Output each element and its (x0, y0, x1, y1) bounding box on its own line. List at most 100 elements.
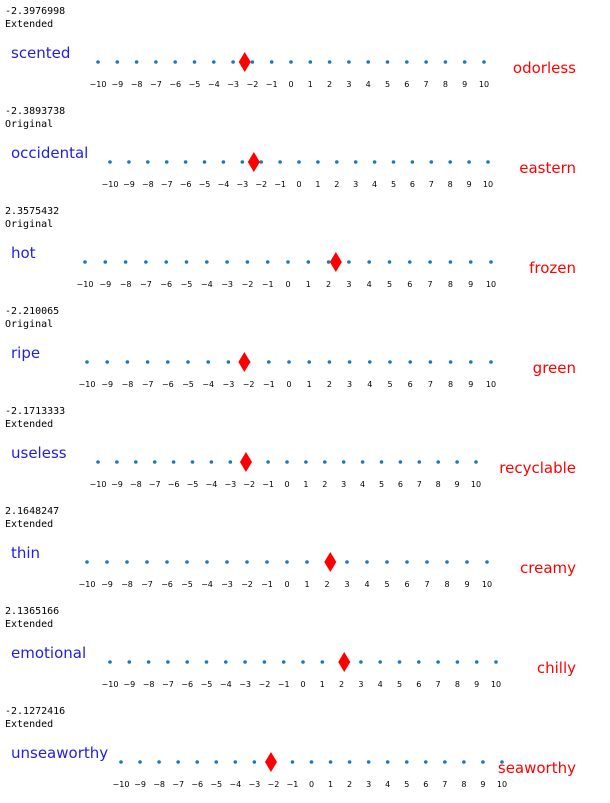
axis-dot (428, 360, 433, 364)
tick-label: 4 (367, 280, 372, 289)
axis-dot (326, 260, 331, 264)
tick-label: −7 (150, 80, 162, 89)
axis-dot (327, 360, 332, 364)
tick-label: 3 (341, 480, 346, 489)
tick-label: 2 (327, 380, 332, 389)
tick-label: 0 (296, 180, 301, 189)
tick-label: 2 (327, 80, 332, 89)
axis-dot (166, 360, 170, 364)
axis-dot (309, 760, 314, 764)
tick-label: 6 (423, 780, 428, 789)
left-word: thin (11, 544, 40, 562)
right-word: green (533, 359, 576, 377)
tick-label: −9 (134, 780, 146, 789)
tick-label: −1 (287, 780, 299, 789)
tick-label: 2 (322, 480, 327, 489)
tick-label: −8 (153, 780, 165, 789)
tick-label: 7 (428, 380, 433, 389)
tick-label: 4 (378, 680, 383, 689)
axis-dot (429, 160, 434, 164)
left-word: emotional (11, 644, 86, 662)
axis-dot (448, 160, 453, 164)
axis-dot (359, 660, 363, 664)
score-value: -2.3893738 (5, 106, 65, 117)
axis-dot (105, 360, 109, 364)
tick-label: −10 (79, 580, 96, 589)
tick-label: −3 (224, 480, 236, 489)
tick-label: 7 (428, 280, 433, 289)
value-marker (324, 552, 337, 572)
axis-dot (154, 60, 158, 64)
tick-label: 0 (309, 780, 314, 789)
tick-label: 5 (391, 180, 396, 189)
axis-dot (146, 660, 151, 664)
axis-dot (287, 360, 291, 364)
axis-dot (265, 560, 269, 564)
axis-dot (474, 460, 478, 464)
value-marker (238, 352, 251, 372)
axis-dot (221, 160, 226, 164)
axis-dot (144, 260, 148, 264)
axis-dot (308, 60, 313, 64)
tick-label: 2 (334, 180, 339, 189)
tick-label: −10 (90, 80, 107, 89)
tick-label: 6 (398, 480, 403, 489)
tick-label: 4 (385, 780, 390, 789)
axis-dot (378, 660, 383, 664)
tick-label: 10 (479, 80, 489, 89)
tick-label: 9 (468, 280, 473, 289)
right-word: chilly (537, 659, 576, 677)
axis-dot (474, 660, 479, 664)
score-value: -2.3976998 (5, 6, 65, 17)
tick-label: 8 (461, 780, 466, 789)
tick-label: 10 (482, 580, 492, 589)
axis-dot (184, 260, 189, 264)
axis-dot (225, 560, 229, 564)
axis-dot (328, 760, 333, 764)
tick-label: 6 (410, 180, 415, 189)
scale-row: -2.1272416 Extended unseaworthy seaworthy −1… (5, 706, 576, 789)
tick-label: −10 (102, 680, 119, 689)
right-word: odorless (513, 59, 576, 77)
axis-dot (146, 160, 150, 164)
tick-label: −6 (162, 380, 174, 389)
axis-dot (145, 360, 150, 364)
axis-dot (266, 460, 270, 464)
tick-label: −4 (218, 180, 230, 189)
axis-dot (443, 60, 448, 64)
tick-label: −6 (169, 80, 181, 89)
axis-dot (185, 660, 189, 664)
axis-dot (462, 760, 466, 764)
axis-dot (269, 60, 274, 64)
tick-label: −6 (181, 680, 193, 689)
tick-label: −10 (90, 480, 107, 489)
tick-label: −1 (262, 280, 274, 289)
axis-dot (436, 660, 440, 664)
tick-label: −4 (201, 280, 213, 289)
tick-label: −9 (123, 680, 135, 689)
axis-dot (108, 160, 112, 164)
tick-label: 0 (300, 680, 305, 689)
axis-dot (209, 460, 214, 464)
tick-label: −7 (142, 380, 154, 389)
score-value: -2.1272416 (5, 706, 65, 717)
axis-dot (405, 560, 409, 564)
tick-label: 9 (480, 780, 485, 789)
tick-label: 6 (416, 680, 421, 689)
tick-label: 3 (346, 280, 351, 289)
source-tag: Original (5, 119, 53, 130)
tick-label: −7 (161, 180, 173, 189)
tick-label: 3 (366, 780, 371, 789)
tick-label: 6 (408, 380, 413, 389)
tick-label: 4 (372, 180, 377, 189)
score-value: -2.1713333 (5, 406, 65, 417)
axis-dot (465, 560, 469, 564)
value-marker (338, 652, 351, 672)
axis-dot (138, 760, 142, 764)
value-marker (329, 252, 342, 272)
axis-dot (85, 560, 89, 564)
axis-dot (164, 260, 168, 264)
tick-label: −8 (143, 680, 155, 689)
axis-dot (108, 660, 112, 664)
